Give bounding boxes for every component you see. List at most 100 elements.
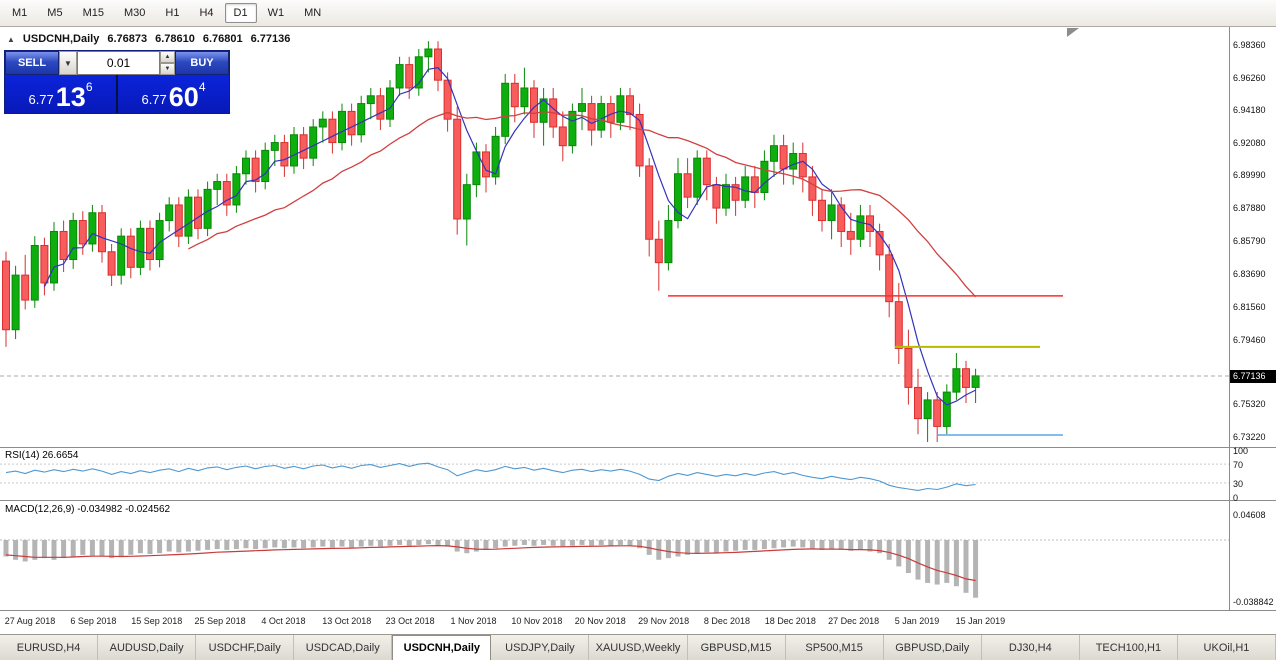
candle (731, 176, 740, 216)
lot-decrease-button[interactable]: ▼ (160, 63, 175, 75)
timeframe-button-h1[interactable]: H1 (165, 7, 180, 19)
candle (722, 173, 730, 216)
candle (261, 142, 270, 190)
candle (818, 189, 826, 232)
chart-tab-dj30-h4[interactable]: DJ30,H4 (981, 635, 1080, 660)
lot-size-input[interactable] (77, 51, 160, 75)
candle (155, 212, 164, 268)
candle (501, 73, 510, 145)
current-price-badge: 6.77136 (1230, 369, 1276, 383)
candle (338, 103, 346, 151)
timeframe-button-m15[interactable]: M15 (82, 7, 104, 19)
candle (280, 134, 289, 177)
price-axis-label: 6.92080 (1233, 137, 1266, 148)
candle (98, 204, 106, 263)
candle (654, 220, 663, 291)
timeframe-button-m5[interactable]: M5 (47, 7, 63, 19)
candle (136, 220, 145, 276)
date-axis-label: 27 Dec 2018 (828, 616, 880, 626)
rsi-axis-label: 30 (1233, 478, 1244, 489)
candle (290, 126, 298, 174)
candle (885, 243, 894, 318)
chart-ohlc-header: ▲ USDCNH,Daily 6.76873 6.78610 6.76801 6… (7, 33, 290, 45)
buy-button[interactable]: BUY (175, 51, 229, 75)
candle (126, 228, 135, 279)
candle (510, 73, 519, 123)
price-axis-label: 6.85790 (1233, 235, 1266, 246)
chart-tab-audusd-daily[interactable]: AUDUSD,Daily (98, 635, 197, 660)
chart-tab-gbpusd-daily[interactable]: GBPUSD,Daily (883, 635, 982, 660)
candle (366, 87, 375, 120)
buy-price-display[interactable]: 6.77 60 4 (116, 75, 229, 113)
candle (808, 165, 817, 216)
candle (971, 368, 980, 404)
price-axis-label: 6.96260 (1233, 72, 1266, 83)
candle (203, 181, 212, 237)
timeframe-button-h4[interactable]: H4 (199, 7, 214, 19)
candle (424, 41, 433, 73)
chart-tab-sp500-m15[interactable]: SP500,M15 (785, 635, 884, 660)
price-axis-label: 6.79460 (1233, 334, 1266, 345)
lot-increase-button[interactable]: ▲ (160, 51, 175, 63)
chart-tab-usdcnh-daily[interactable]: USDCNH,Daily (392, 635, 492, 660)
date-axis-label: 18 Dec 2018 (764, 616, 816, 626)
candle (443, 72, 452, 132)
macd-plot (0, 539, 1229, 598)
date-axis-label: 1 Nov 2018 (450, 616, 497, 626)
lot-dropdown-caret-icon[interactable]: ▼ (59, 51, 77, 75)
buy-price-fraction: 4 (198, 80, 206, 94)
candle (299, 126, 308, 170)
timeframe-button-m1[interactable]: M1 (12, 7, 28, 19)
candle (251, 150, 260, 193)
candle (165, 197, 174, 232)
candle (184, 189, 193, 244)
candle (462, 173, 471, 246)
macd-signal-line (5, 544, 976, 582)
chart-tab-usdchf-daily[interactable]: USDCHF,Daily (196, 635, 295, 660)
chart-tab-xauusd-weekly[interactable]: XAUUSD,Weekly (589, 635, 688, 660)
candle (386, 80, 394, 127)
chart-tab-usdcad-daily[interactable]: USDCAD,Daily (294, 635, 393, 660)
candle (578, 87, 586, 131)
timeframe-button-d1[interactable]: D1 (224, 3, 257, 23)
candle (213, 173, 222, 205)
candle (626, 87, 634, 131)
candle (770, 134, 778, 177)
date-axis-label: 15 Jan 2019 (955, 616, 1006, 626)
candle (222, 173, 231, 216)
chart-tab-ukoil-h1[interactable]: UKOil,H1 (1177, 635, 1276, 660)
date-axis: 27 Aug 2018 6 Sep 2018 15 Sep 2018 25 Sep 2… (0, 611, 1229, 634)
timeframe-button-mn[interactable]: MN (304, 7, 322, 19)
candle (520, 67, 529, 115)
timeframe-button-m30[interactable]: M30 (123, 7, 146, 19)
ohlc-low: 6.76801 (202, 33, 243, 45)
candle (856, 204, 865, 248)
price-axis-label: 6.75320 (1233, 399, 1266, 410)
macd-panel-separator[interactable] (0, 500, 1276, 501)
candle (933, 392, 942, 443)
chart-tab-tech100-h1[interactable]: TECH100,H1 (1079, 635, 1178, 660)
candle (664, 204, 673, 271)
candle (779, 134, 788, 185)
price-axis-separator (1229, 27, 1230, 611)
candle (309, 119, 318, 166)
chart-tab-usdjpy-daily[interactable]: USDJPY,Daily (491, 635, 590, 660)
chart-shift-marker-icon[interactable] (1067, 28, 1079, 37)
candle (693, 150, 702, 205)
candle (414, 48, 423, 96)
sell-button[interactable]: SELL (5, 51, 59, 75)
timeframe-toolbar: M1 M5 M15 M30 H1 H4 D1 W1 MN (0, 0, 1276, 27)
rsi-axis-label: 0 (1233, 493, 1239, 503)
candle (232, 165, 241, 213)
timeframe-button-w1[interactable]: W1 (267, 7, 285, 19)
candle (117, 228, 126, 285)
sell-price-display[interactable]: 6.77 13 6 (5, 75, 116, 113)
rsi-panel-separator[interactable] (0, 447, 1276, 448)
date-axis-label: 15 Sep 2018 (131, 616, 183, 626)
candle (827, 189, 836, 240)
chart-tab-gbpusd-m15[interactable]: GBPUSD,M15 (687, 635, 786, 660)
candle (174, 197, 183, 248)
chart-tab-eurusd-h4[interactable]: EURUSD,H4 (0, 635, 99, 660)
candle (491, 126, 500, 185)
candle (914, 368, 922, 435)
